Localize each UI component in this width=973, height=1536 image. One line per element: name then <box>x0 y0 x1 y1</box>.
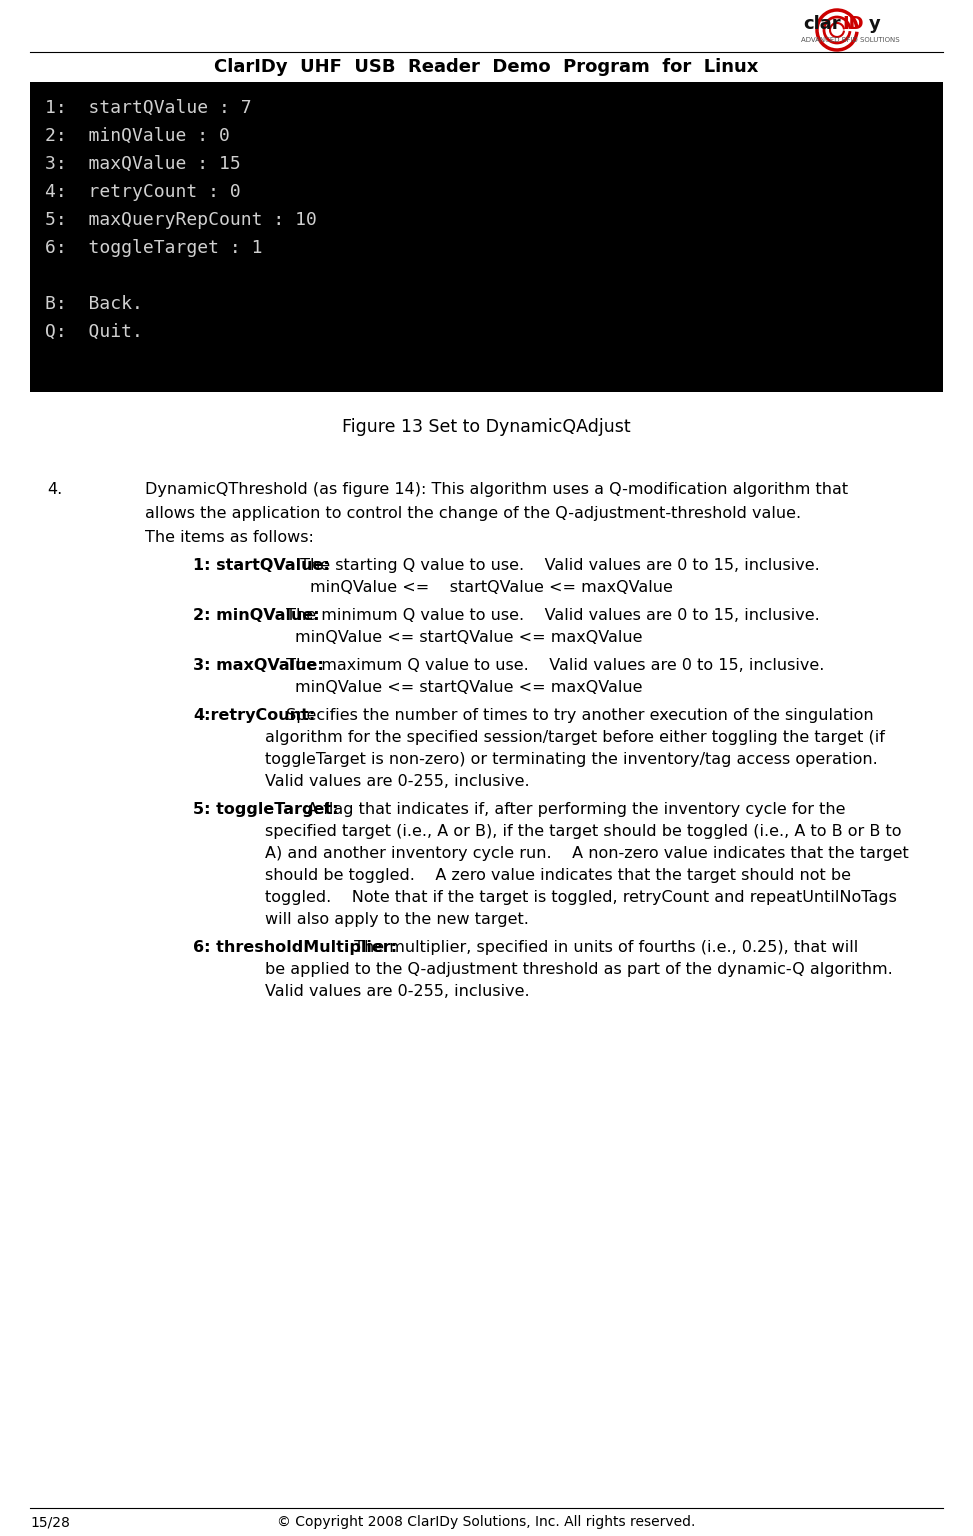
Bar <box>30 81 943 392</box>
Text: A) and another inventory cycle run.    A non-zero value indicates that the targe: A) and another inventory cycle run. A no… <box>265 846 909 862</box>
Text: 4:  retryCount : 0: 4: retryCount : 0 <box>45 183 240 201</box>
Text: y: y <box>869 15 881 32</box>
Text: should be toggled.    A zero value indicates that the target should not be: should be toggled. A zero value indicate… <box>265 868 851 883</box>
Text: 3: maxQValue:: 3: maxQValue: <box>193 657 324 673</box>
Text: 2: minQValue:: 2: minQValue: <box>193 608 319 624</box>
Text: Valid values are 0-255, inclusive.: Valid values are 0-255, inclusive. <box>265 985 529 998</box>
Text: 4.: 4. <box>47 482 62 498</box>
Text: ClarIDy  UHF  USB  Reader  Demo  Program  for  Linux: ClarIDy UHF USB Reader Demo Program for … <box>214 58 758 75</box>
Text: 1:  startQValue : 7: 1: startQValue : 7 <box>45 98 252 117</box>
Text: 5:  maxQueryRepCount : 10: 5: maxQueryRepCount : 10 <box>45 210 317 229</box>
Text: © Copyright 2008 ClarIDy Solutions, Inc. All rights reserved.: © Copyright 2008 ClarIDy Solutions, Inc.… <box>276 1514 695 1528</box>
Text: minQValue <= startQValue <= maxQValue: minQValue <= startQValue <= maxQValue <box>295 680 642 694</box>
Text: 5: toggleTarget:: 5: toggleTarget: <box>193 802 339 817</box>
Text: Valid values are 0-255, inclusive.: Valid values are 0-255, inclusive. <box>265 774 529 790</box>
Text: Specifies the number of times to try another execution of the singulation: Specifies the number of times to try ano… <box>281 708 874 723</box>
Text: The starting Q value to use.    Valid values are 0 to 15, inclusive.: The starting Q value to use. Valid value… <box>295 558 819 573</box>
Text: algorithm for the specified session/target before either toggling the target (if: algorithm for the specified session/targ… <box>265 730 884 745</box>
Text: 15/28: 15/28 <box>30 1514 70 1528</box>
Text: specified target (i.e., A or B), if the target should be toggled (i.e., A to B o: specified target (i.e., A or B), if the … <box>265 823 902 839</box>
Text: A flag that indicates if, after performing the inventory cycle for the: A flag that indicates if, after performi… <box>302 802 846 817</box>
Text: The maximum Q value to use.    Valid values are 0 to 15, inclusive.: The maximum Q value to use. Valid values… <box>281 657 825 673</box>
Text: The items as follows:: The items as follows: <box>145 530 314 545</box>
Text: 2:  minQValue : 0: 2: minQValue : 0 <box>45 127 230 144</box>
Text: will also apply to the new target.: will also apply to the new target. <box>265 912 529 928</box>
Text: 6: thresholdMultiplier:: 6: thresholdMultiplier: <box>193 940 397 955</box>
Text: B:  Back.: B: Back. <box>45 295 143 313</box>
Text: allows the application to control the change of the Q-adjustment-threshold value: allows the application to control the ch… <box>145 505 801 521</box>
Text: Q:  Quit.: Q: Quit. <box>45 323 143 341</box>
Text: be applied to the Q-adjustment threshold as part of the dynamic-Q algorithm.: be applied to the Q-adjustment threshold… <box>265 962 893 977</box>
Text: toggleTarget is non-zero) or terminating the inventory/tag access operation.: toggleTarget is non-zero) or terminating… <box>265 753 878 766</box>
Text: 1: startQValue:: 1: startQValue: <box>193 558 330 573</box>
Text: 6:  toggleTarget : 1: 6: toggleTarget : 1 <box>45 240 263 257</box>
Text: toggled.    Note that if the target is toggled, retryCount and repeatUntilNoTags: toggled. Note that if the target is togg… <box>265 889 897 905</box>
Text: ID: ID <box>842 15 864 32</box>
Text: The minimum Q value to use.    Valid values are 0 to 15, inclusive.: The minimum Q value to use. Valid values… <box>281 608 820 624</box>
Text: clar: clar <box>804 15 841 32</box>
Text: ADVANCED RFID SOLUTIONS: ADVANCED RFID SOLUTIONS <box>801 37 899 43</box>
Text: 4:retryCount:: 4:retryCount: <box>193 708 315 723</box>
Text: Figure 13 Set to DynamicQAdjust: Figure 13 Set to DynamicQAdjust <box>342 418 631 436</box>
Text: minQValue <=    startQValue <= maxQValue: minQValue <= startQValue <= maxQValue <box>310 581 673 594</box>
Text: DynamicQThreshold (as figure 14): This algorithm uses a Q-modification algorithm: DynamicQThreshold (as figure 14): This a… <box>145 482 848 498</box>
Text: The multiplier, specified in units of fourths (i.e., 0.25), that will: The multiplier, specified in units of fo… <box>349 940 858 955</box>
Text: 3:  maxQValue : 15: 3: maxQValue : 15 <box>45 155 240 174</box>
Text: minQValue <= startQValue <= maxQValue: minQValue <= startQValue <= maxQValue <box>295 630 642 645</box>
